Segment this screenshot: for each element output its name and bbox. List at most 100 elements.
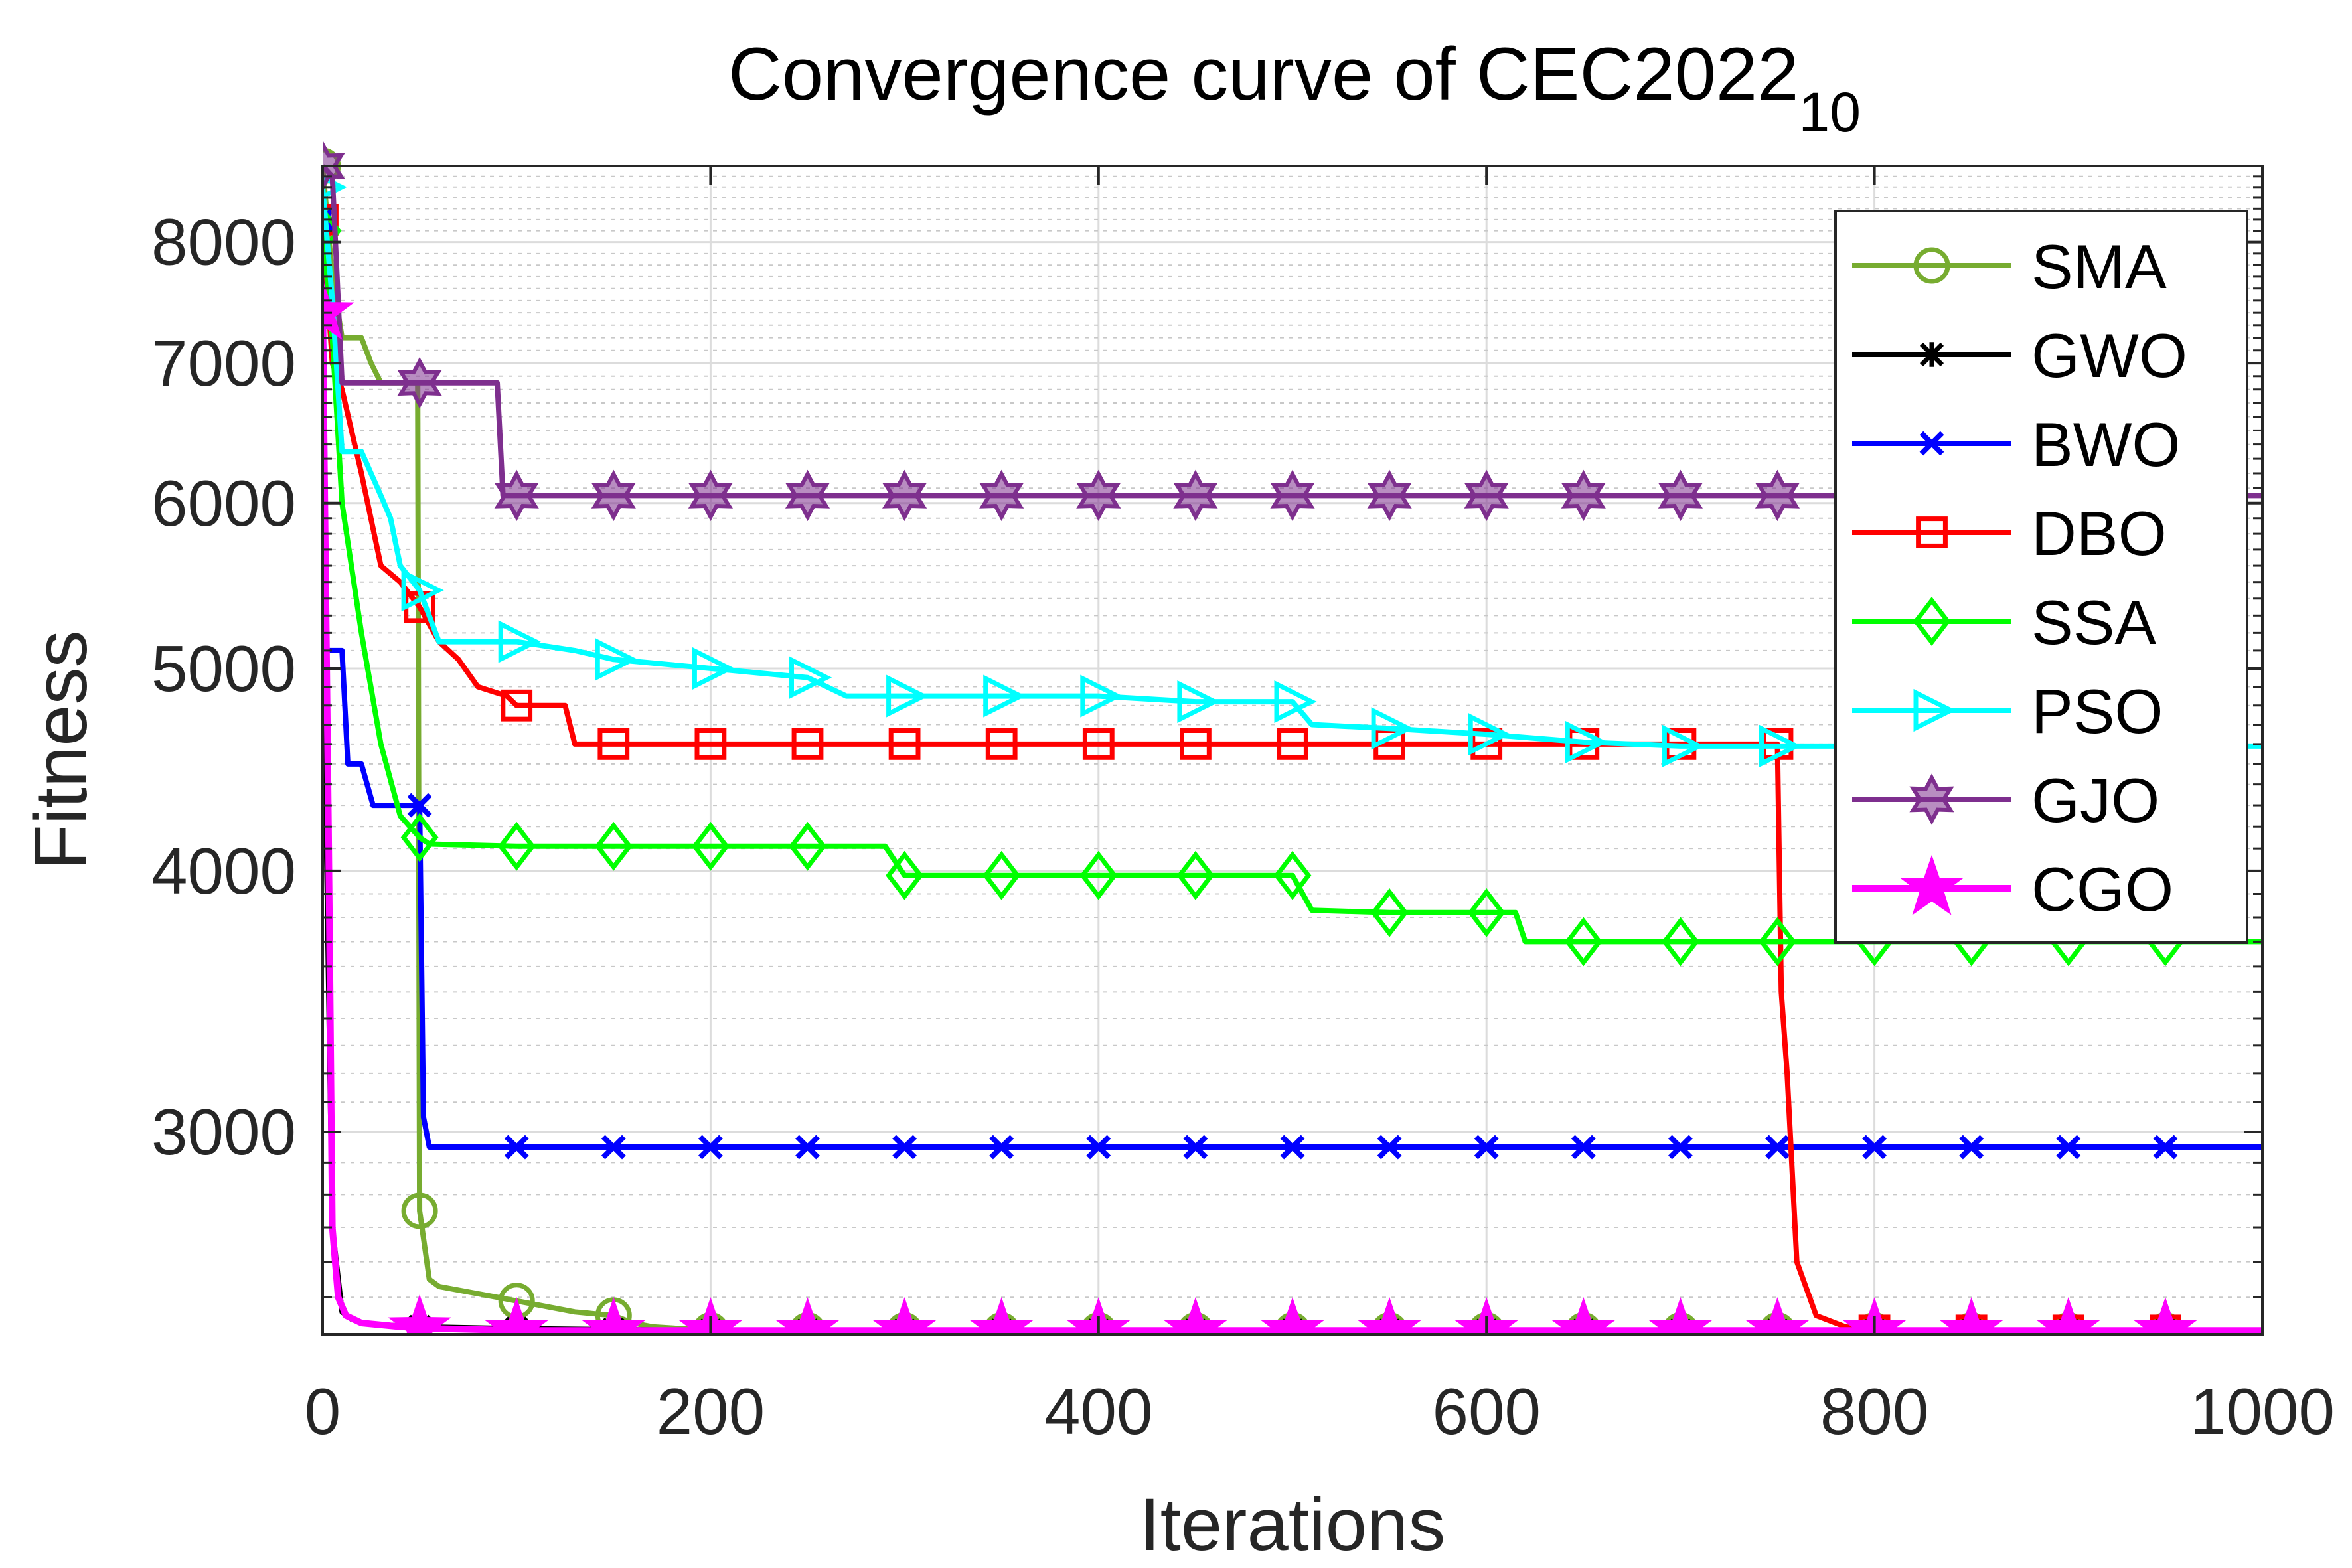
series-marker-cgo [1939, 1297, 2003, 1334]
series-marker-ssa [1370, 888, 1409, 937]
y-tick-label: 6000 [151, 467, 296, 540]
series-line-dbo [323, 219, 2262, 1334]
series-marker-dbo [985, 728, 1018, 760]
series-marker-bwo [2153, 1135, 2178, 1160]
x-tick-label: 800 [1820, 1375, 1929, 1448]
x-axis-label: Iterations [1140, 1483, 1446, 1566]
legend-entry-pso: PSO [1852, 676, 2163, 746]
series-marker-pso [498, 620, 541, 663]
series-marker-dbo [1277, 728, 1308, 760]
series-marker-ssa [1759, 917, 1796, 967]
legend-label-pso: PSO [2031, 676, 2163, 746]
series-marker-gjo [1367, 469, 1412, 522]
series-marker-pso [983, 674, 1026, 718]
y-tick-label: 3000 [151, 1095, 296, 1168]
series-marker-cgo [1551, 1297, 1616, 1334]
series-marker-bwo [504, 1135, 529, 1160]
legend-entry-gwo: GWO [1852, 321, 2187, 390]
x-tick-label: 0 [305, 1375, 341, 1448]
series-marker-bwo [1862, 1135, 1887, 1160]
series-marker-gjo [591, 469, 636, 522]
legend-box [1834, 210, 2248, 944]
series-marker-bwo [1280, 1135, 1305, 1160]
series-marker-bwo [892, 1135, 917, 1160]
legend-marker-gwo [1919, 342, 1944, 367]
series-marker-pso [401, 569, 444, 612]
axes-box [321, 165, 2264, 1336]
series-line-bwo [323, 219, 2262, 1150]
series-marker-bwo [601, 1135, 626, 1160]
series-marker-pso [1759, 724, 1802, 767]
legend-label-gwo: GWO [2031, 321, 2187, 390]
chart-title-subscript: 10 [1799, 81, 1861, 143]
x-tick-label: 400 [1044, 1375, 1153, 1448]
series-marker-dbo [1082, 728, 1115, 760]
legend-entry-cgo: CGO [1852, 854, 2173, 924]
series-marker-pso [1371, 707, 1414, 750]
legend-marker-sma [1913, 247, 1950, 284]
series-marker-bwo [323, 207, 335, 232]
series-marker-gjo [882, 469, 927, 522]
chart-title: Convergence curve of CEC202210 [728, 33, 1861, 143]
series-marker-bwo [989, 1135, 1014, 1160]
series-marker-ssa [1467, 888, 1506, 937]
series-marker-bwo [407, 793, 432, 818]
series-marker-ssa [1661, 917, 1699, 967]
series-marker-ssa [1564, 917, 1603, 967]
plot-layer [323, 140, 2262, 1334]
legend: SMA GWO BWO DBO SSA PSO GJO CGO [1834, 210, 2248, 944]
series-marker-dbo [888, 728, 921, 760]
legend-marker-gjo [1909, 773, 1954, 825]
series-marker-bwo [698, 1135, 723, 1160]
series-marker-bwo [1765, 1135, 1790, 1160]
series-marker-gjo [1076, 469, 1121, 522]
series-marker-cgo [1261, 1297, 1324, 1334]
legend-entry-gjo: GJO [1852, 765, 2159, 835]
series-marker-dbo [597, 728, 630, 760]
series-marker-bwo [1959, 1135, 1984, 1160]
series-marker-sma [401, 1192, 438, 1229]
series-marker-ssa [1176, 850, 1215, 900]
series-marker-cgo [872, 1297, 937, 1334]
series-marker-bwo [1571, 1135, 1596, 1160]
series-marker-cgo [1745, 1297, 1810, 1334]
series-line-ssa [323, 230, 2262, 945]
legend-entry-dbo: DBO [1852, 499, 2167, 568]
series-marker-pso [789, 656, 832, 699]
series-marker-cgo [2134, 1297, 2197, 1334]
series-marker-bwo [1086, 1135, 1111, 1160]
series-marker-ssa [789, 821, 826, 871]
series-marker-pso [1080, 674, 1123, 718]
series-marker-bwo [1668, 1135, 1693, 1160]
x-tick-label: 600 [1432, 1375, 1541, 1448]
series-marker-gjo [979, 469, 1024, 522]
series-marker-ssa [400, 813, 439, 862]
legend-entry-sma: SMA [1852, 232, 2167, 301]
series-marker-cgo [1358, 1297, 1421, 1334]
tick-layer: 0 200 400 600 800 1000 3000 4000 5000 6000 7000 800… [151, 166, 2335, 1448]
series-marker-cgo [969, 1297, 1034, 1334]
legend-label-sma: SMA [2031, 232, 2167, 301]
series-marker-cgo [2036, 1297, 2100, 1334]
series-marker-pso [886, 674, 929, 718]
series-marker-pso [1662, 724, 1705, 767]
series-marker-gjo [1658, 469, 1703, 522]
legend-label-cgo: CGO [2031, 854, 2173, 924]
series-marker-gjo [785, 469, 830, 522]
series-marker-dbo [791, 728, 824, 760]
legend-marker-dbo [1916, 516, 1948, 548]
legend-marker-bwo [1919, 431, 1944, 456]
chart-title-main: Convergence curve of CEC2022 [728, 33, 1798, 116]
series-marker-pso [595, 638, 638, 681]
series-marker-gjo [1270, 469, 1315, 522]
series-marker-cgo [1164, 1297, 1227, 1334]
legend-marker-cgo [1900, 854, 1964, 915]
legend-entry-ssa: SSA [1852, 588, 2156, 657]
series-marker-cgo [775, 1297, 840, 1334]
series-marker-pso [1177, 680, 1220, 724]
legend-marker-pso [1913, 688, 1956, 732]
legend-label-bwo: BWO [2031, 410, 2181, 479]
series-marker-cgo [485, 1297, 549, 1334]
series-marker-gjo [688, 469, 734, 522]
